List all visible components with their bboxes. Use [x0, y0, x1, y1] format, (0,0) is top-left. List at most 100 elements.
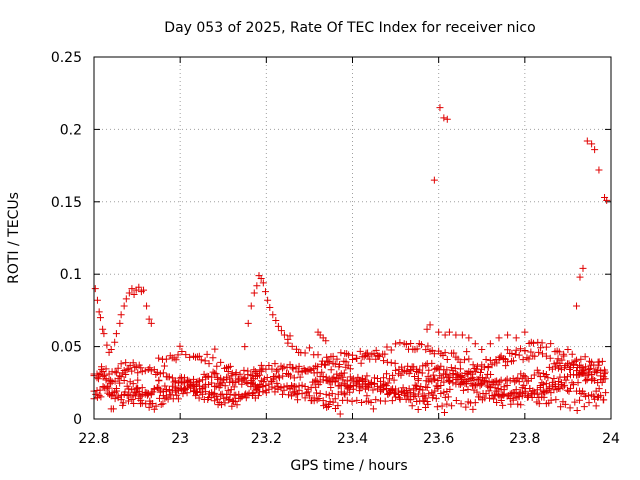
- data-point: [438, 374, 446, 382]
- data-point: [323, 353, 331, 361]
- data-point: [554, 377, 562, 385]
- data-point: [159, 400, 167, 408]
- data-point: [535, 369, 543, 377]
- data-point: [504, 392, 512, 400]
- data-point: [209, 354, 217, 362]
- data-point: [443, 366, 451, 374]
- data-point: [403, 386, 411, 394]
- data-point: [232, 378, 240, 386]
- data-point: [434, 377, 442, 385]
- data-point: [272, 317, 280, 325]
- data-point: [122, 295, 130, 303]
- chart-title: Day 053 of 2025, Rate Of TEC Index for r…: [164, 20, 535, 36]
- data-point: [101, 371, 109, 379]
- data-point: [445, 328, 453, 336]
- data-point: [383, 343, 391, 351]
- data-point: [391, 389, 399, 397]
- data-point: [107, 345, 115, 353]
- data-point: [568, 379, 576, 387]
- data-point: [146, 364, 154, 372]
- y-tick-label: 0.25: [51, 50, 82, 66]
- data-point: [566, 366, 574, 374]
- data-point: [476, 368, 484, 376]
- data-point: [262, 365, 270, 373]
- data-point: [160, 362, 168, 370]
- data-point: [529, 339, 537, 347]
- data-point: [353, 354, 361, 362]
- data-point: [119, 399, 127, 407]
- data-point: [182, 351, 190, 359]
- data-point: [407, 366, 415, 374]
- data-point: [349, 375, 357, 383]
- data-point: [318, 368, 326, 376]
- data-point: [196, 377, 204, 385]
- data-point: [271, 373, 279, 381]
- data-point: [562, 362, 570, 370]
- data-point: [348, 376, 356, 384]
- data-point: [217, 358, 225, 366]
- data-point: [411, 373, 419, 381]
- data-point: [582, 392, 590, 400]
- data-point: [463, 348, 471, 356]
- data-point: [536, 383, 544, 391]
- data-point: [515, 351, 523, 359]
- data-point: [403, 368, 411, 376]
- data-point: [261, 288, 269, 296]
- data-point: [178, 348, 186, 356]
- data-point: [413, 345, 421, 353]
- data-point: [461, 379, 469, 387]
- data-point: [280, 383, 288, 391]
- data-point: [190, 375, 198, 383]
- data-point: [599, 396, 607, 404]
- data-point: [310, 397, 318, 405]
- data-point: [117, 373, 125, 381]
- data-point: [389, 371, 397, 379]
- data-point: [514, 400, 522, 408]
- data-point: [155, 384, 163, 392]
- data-point: [511, 350, 519, 358]
- data-point: [380, 357, 388, 365]
- data-point: [417, 341, 425, 349]
- data-point: [527, 348, 535, 356]
- data-point: [440, 388, 448, 396]
- data-point: [240, 366, 248, 374]
- data-point: [194, 377, 202, 385]
- data-point: [98, 365, 106, 373]
- data-point: [563, 373, 571, 381]
- data-point: [212, 382, 220, 390]
- data-point: [279, 372, 287, 380]
- data-point: [358, 399, 366, 407]
- data-point: [467, 380, 475, 388]
- data-point: [314, 363, 322, 371]
- data-point: [96, 314, 104, 322]
- data-point: [482, 356, 490, 364]
- data-point: [423, 383, 431, 391]
- data-point: [244, 367, 252, 375]
- data-point: [372, 396, 380, 404]
- data-point: [277, 327, 285, 335]
- data-point: [132, 389, 140, 397]
- data-point: [486, 394, 494, 402]
- data-point: [565, 387, 573, 395]
- data-point: [262, 381, 270, 389]
- data-point: [566, 404, 574, 412]
- data-point: [104, 383, 112, 391]
- data-point: [509, 396, 517, 404]
- data-point: [369, 405, 377, 413]
- data-point: [557, 403, 565, 411]
- data-point: [337, 388, 345, 396]
- data-point: [174, 351, 182, 359]
- data-point: [517, 401, 525, 409]
- data-point: [289, 389, 297, 397]
- data-point: [595, 166, 603, 174]
- data-point: [262, 389, 270, 397]
- data-point: [504, 331, 512, 339]
- data-point: [285, 391, 293, 399]
- data-point: [123, 366, 131, 374]
- data-point: [284, 335, 292, 343]
- data-point: [153, 384, 161, 392]
- data-point: [322, 390, 330, 398]
- data-point: [316, 390, 324, 398]
- data-point: [205, 390, 213, 398]
- data-point: [250, 366, 258, 374]
